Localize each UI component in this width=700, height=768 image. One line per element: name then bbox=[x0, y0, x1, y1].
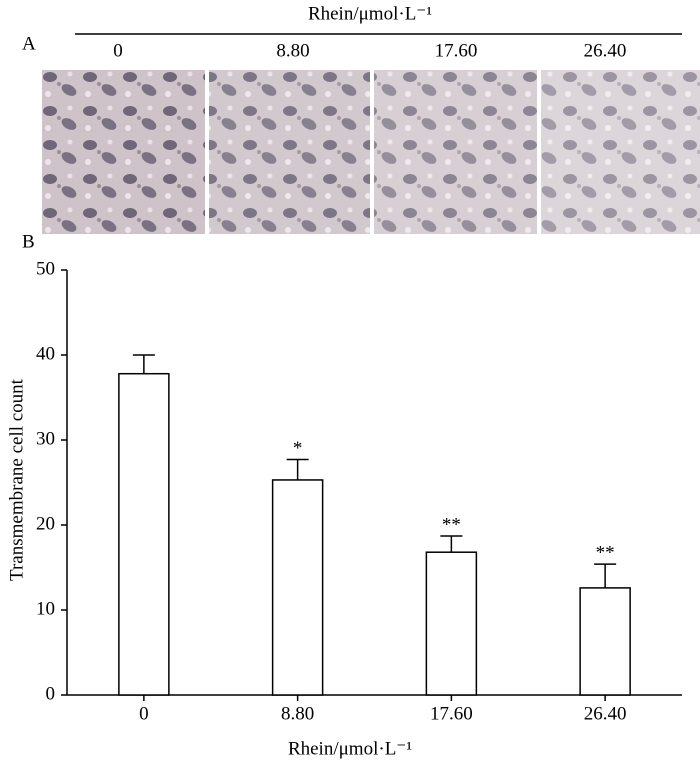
panel-label: B bbox=[22, 231, 35, 252]
y-tick-label: 40 bbox=[36, 343, 55, 364]
y-tick-label: 0 bbox=[46, 683, 56, 704]
x-tick-label: 0 bbox=[139, 703, 149, 724]
y-tick-label: 30 bbox=[36, 428, 55, 449]
micrograph bbox=[374, 70, 537, 234]
significance-label: ** bbox=[442, 514, 461, 535]
significance-label: ** bbox=[596, 542, 615, 563]
y-tick-label: 10 bbox=[36, 598, 55, 619]
x-axis-label: Rhein/μmol·L⁻¹ bbox=[288, 738, 412, 759]
micrograph bbox=[209, 70, 370, 234]
bar bbox=[579, 587, 631, 696]
bar bbox=[271, 479, 324, 696]
column-label: 26.40 bbox=[584, 40, 627, 61]
y-tick-label: 20 bbox=[36, 513, 55, 534]
column-label: 8.80 bbox=[276, 40, 309, 61]
panel-header: Rhein/μmol·L⁻¹ bbox=[308, 3, 432, 24]
x-tick-label: 17.60 bbox=[430, 703, 473, 724]
column-label: 0 bbox=[113, 40, 123, 61]
column-label: 17.60 bbox=[435, 40, 478, 61]
y-tick-label: 50 bbox=[36, 258, 55, 279]
bar bbox=[118, 372, 170, 696]
micrograph bbox=[541, 70, 700, 234]
micrograph bbox=[42, 70, 205, 234]
panel-label: A bbox=[22, 33, 36, 54]
bar bbox=[425, 551, 478, 696]
micrographs bbox=[42, 70, 700, 234]
x-tick-label: 8.80 bbox=[281, 703, 314, 724]
significance-label: * bbox=[293, 438, 303, 459]
y-axis-label: Transmembrane cell count bbox=[6, 378, 27, 581]
x-tick-label: 26.40 bbox=[584, 703, 627, 724]
